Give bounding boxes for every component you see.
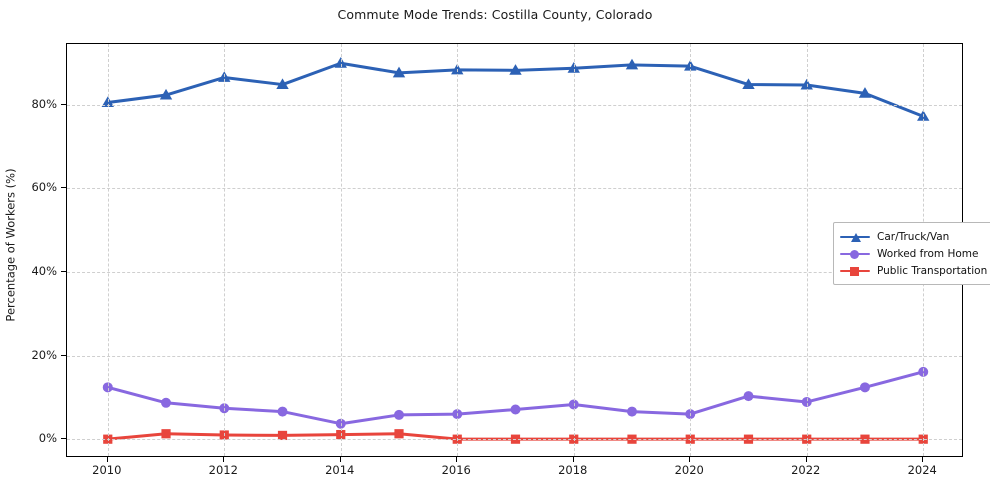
data-point (394, 409, 405, 420)
data-point (742, 78, 755, 90)
gridline-horizontal (67, 104, 962, 106)
legend-item-car-truck-van[interactable]: Car/Truck/Van (840, 228, 987, 245)
data-point (510, 404, 521, 415)
gridline-horizontal (67, 355, 962, 357)
series-line (106, 370, 925, 426)
data-point (277, 430, 288, 441)
data-point (161, 429, 171, 439)
y-tick-label: 80% (31, 96, 57, 111)
x-tick-label: 2010 (92, 463, 122, 477)
chart-legend: Car/Truck/Van Worked from Home Public Tr… (833, 222, 990, 285)
gridline-vertical (573, 44, 575, 456)
legend-swatch-public-transportation (840, 264, 870, 278)
x-tick-label: 2016 (441, 463, 471, 477)
data-point (159, 88, 173, 100)
x-tick-mark (805, 457, 807, 462)
y-tick-label: 40% (31, 263, 57, 278)
y-tick-label: 0% (38, 431, 57, 446)
gridline-vertical (457, 44, 459, 456)
data-point (625, 58, 639, 70)
y-tick-mark (61, 187, 66, 189)
y-axis-label: Percentage of Workers (%) (2, 0, 20, 490)
gridline-vertical (690, 44, 692, 456)
legend-item-worked-from-home[interactable]: Worked from Home (840, 245, 987, 262)
x-tick-mark (106, 457, 108, 462)
x-tick-mark (689, 457, 691, 462)
series-layer (101, 57, 930, 444)
x-tick-mark (223, 457, 225, 462)
series-public-transportation (103, 429, 928, 444)
y-tick-mark (61, 354, 66, 356)
y-tick-mark (61, 438, 66, 440)
x-tick-mark (339, 457, 341, 462)
legend-swatch-car-truck-van (840, 230, 870, 244)
y-tick-mark (61, 270, 66, 272)
x-tick-label: 2012 (208, 463, 238, 477)
gridline-vertical (107, 44, 109, 456)
x-tick-label: 2024 (907, 463, 937, 477)
legend-label-public-transportation: Public Transportation (877, 264, 988, 277)
x-tick-mark (572, 457, 574, 462)
y-tick-label: 60% (31, 180, 57, 195)
gridline-horizontal (67, 271, 962, 273)
gridline-horizontal (67, 439, 962, 441)
legend-label-car-truck-van: Car/Truck/Van (877, 230, 950, 243)
gridline-vertical (340, 44, 342, 456)
y-tick-mark (61, 103, 66, 105)
x-tick-label: 2014 (325, 463, 355, 477)
data-point (509, 64, 522, 75)
legend-swatch-worked-from-home (840, 247, 870, 261)
x-tick-mark (456, 457, 458, 462)
x-tick-mark (922, 457, 924, 462)
data-point (276, 78, 289, 90)
data-point (161, 397, 172, 408)
data-point (743, 391, 754, 402)
gridline-vertical (806, 44, 808, 456)
data-point (277, 406, 288, 417)
data-point (858, 87, 872, 98)
series-car-truck-van (101, 57, 930, 121)
data-point (626, 406, 637, 417)
legend-label-worked-from-home: Worked from Home (877, 247, 979, 260)
x-tick-label: 2020 (674, 463, 704, 477)
data-point (394, 429, 404, 439)
x-tick-label: 2018 (558, 463, 588, 477)
y-tick-label: 20% (31, 347, 57, 362)
legend-item-public-transportation[interactable]: Public Transportation (840, 262, 987, 279)
data-point (859, 382, 870, 393)
gridline-horizontal (67, 188, 962, 190)
plot-area (66, 43, 963, 457)
series-worked-from-home (102, 366, 929, 429)
chart-title: Commute Mode Trends: Costilla County, Co… (337, 7, 653, 22)
data-point (392, 66, 406, 78)
x-tick-label: 2022 (791, 463, 821, 477)
gridline-vertical (224, 44, 226, 456)
